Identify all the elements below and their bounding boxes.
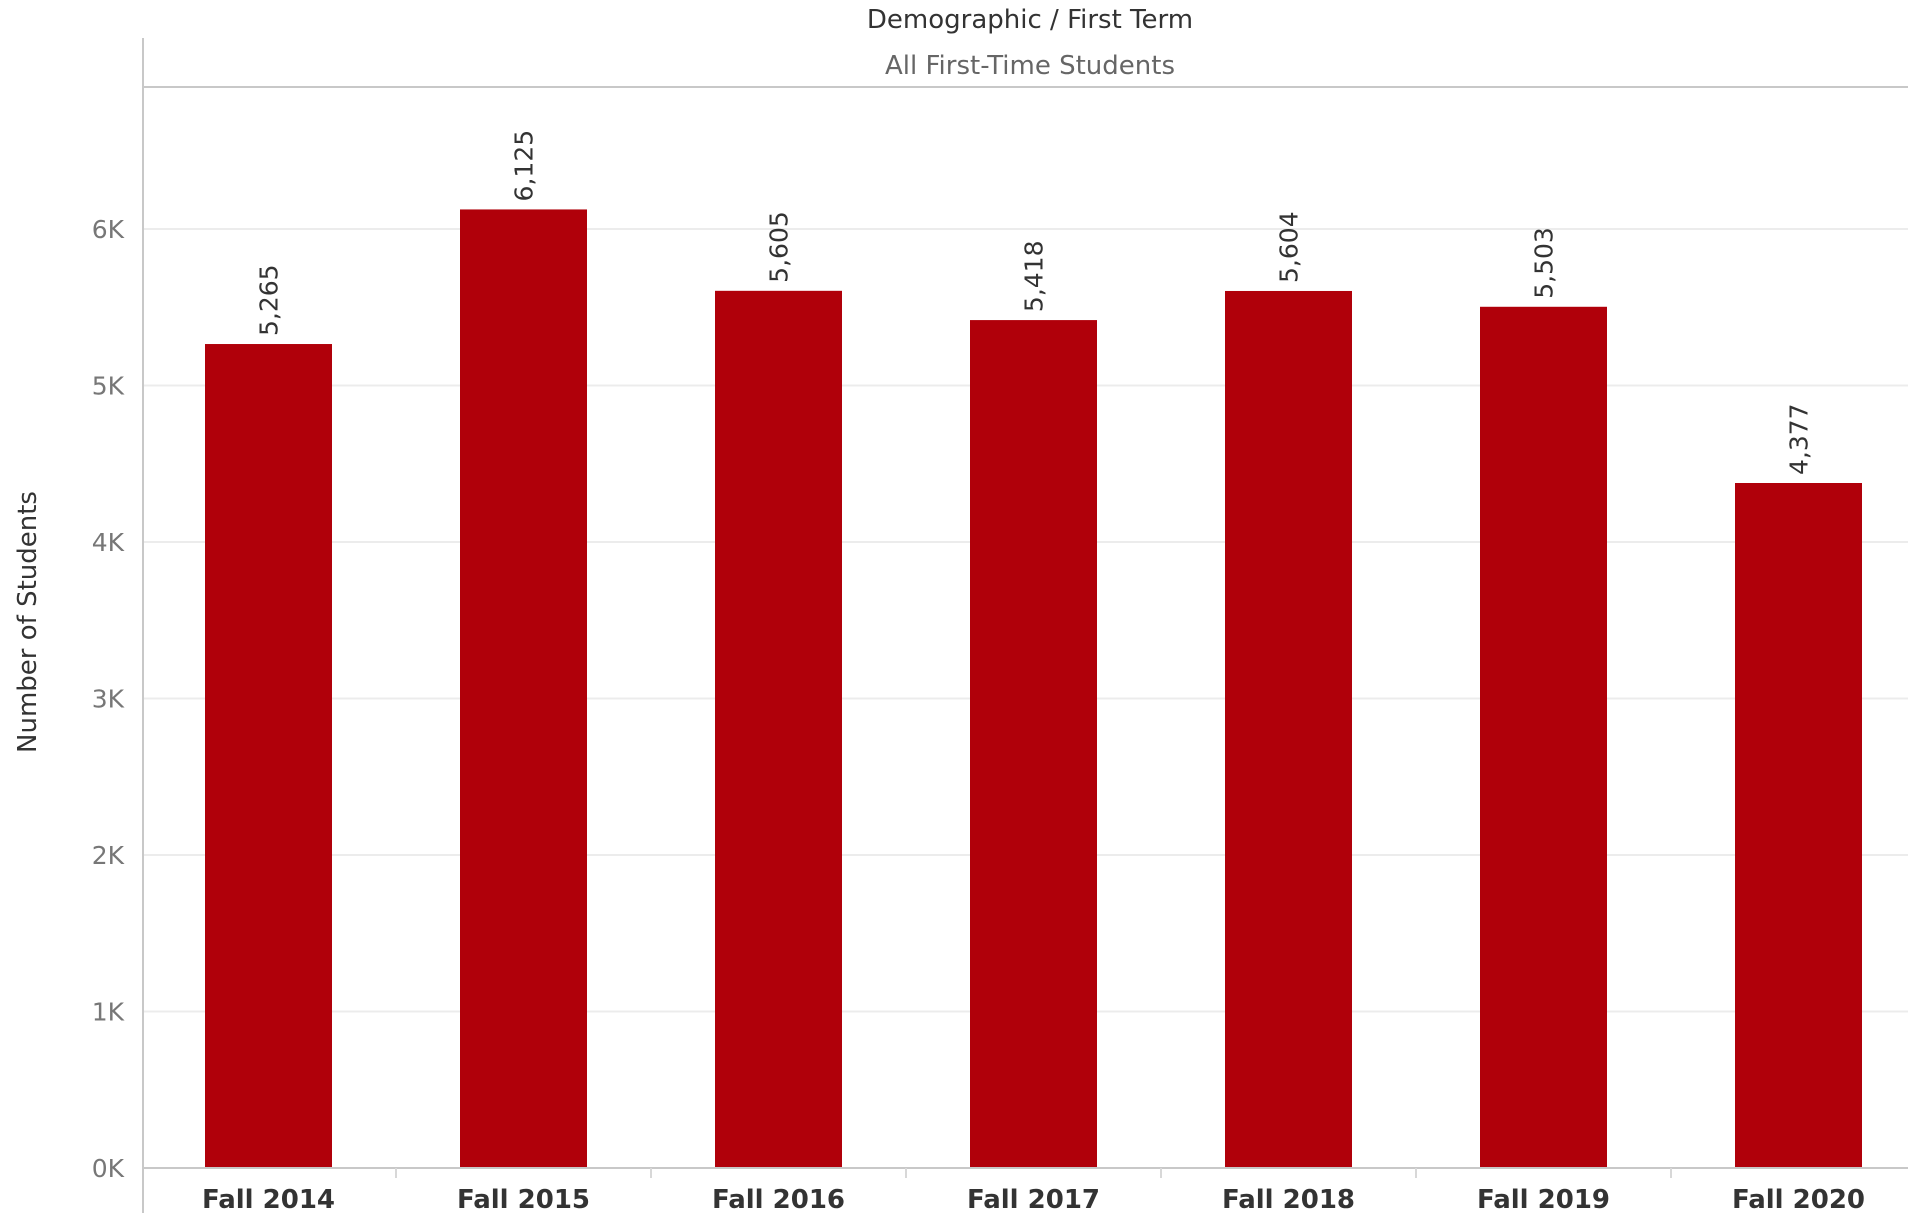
y-axis-ticks: 0K 1K 2K 3K 4K 5K 6K (92, 215, 125, 1183)
x-tick-label: Fall 2014 (202, 1185, 335, 1215)
x-tick-label: Fall 2017 (967, 1185, 1100, 1215)
bar[interactable] (970, 320, 1097, 1168)
bar[interactable] (205, 344, 332, 1169)
y-axis-title: Number of Students (13, 491, 43, 753)
chart-subtitle: All First-Time Students (885, 51, 1175, 81)
x-tick-label: Fall 2018 (1222, 1185, 1355, 1215)
chart-title: Demographic / First Term (867, 5, 1193, 35)
x-tick-label: Fall 2020 (1732, 1185, 1865, 1215)
bar-value-label: 6,125 (510, 130, 539, 202)
x-axis-ticks: Fall 2014 Fall 2015 Fall 2016 Fall 2017 Fall… (202, 1168, 1865, 1215)
bar-value-label: 5,604 (1275, 211, 1304, 283)
bar-value-label: 5,265 (255, 264, 284, 336)
bar[interactable] (1735, 482, 1862, 1168)
y-tick-label: 3K (92, 685, 125, 714)
bars (205, 209, 1862, 1169)
y-tick-label: 6K (92, 215, 125, 244)
bar-value-label: 5,605 (765, 211, 794, 283)
y-tick-label: 5K (92, 372, 125, 401)
bar[interactable] (1225, 290, 1352, 1168)
bar-value-label: 4,377 (1785, 403, 1814, 475)
y-tick-label: 4K (92, 528, 125, 557)
value-labels: 5,265 6,125 5,605 5,418 5,604 5,503 4,377 (255, 130, 1814, 475)
bar[interactable] (460, 209, 587, 1168)
y-tick-label: 2K (92, 841, 125, 870)
bar-value-label: 5,503 (1530, 227, 1559, 299)
x-tick-label: Fall 2016 (712, 1185, 845, 1215)
bar-value-label: 5,418 (1020, 241, 1049, 313)
y-tick-label: 0K (92, 1154, 125, 1183)
bar[interactable] (715, 290, 842, 1168)
x-tick-label: Fall 2015 (457, 1185, 590, 1215)
bar[interactable] (1480, 306, 1607, 1168)
axes (142, 38, 1908, 1213)
x-tick-label: Fall 2019 (1477, 1185, 1610, 1215)
y-tick-label: 1K (92, 998, 125, 1027)
